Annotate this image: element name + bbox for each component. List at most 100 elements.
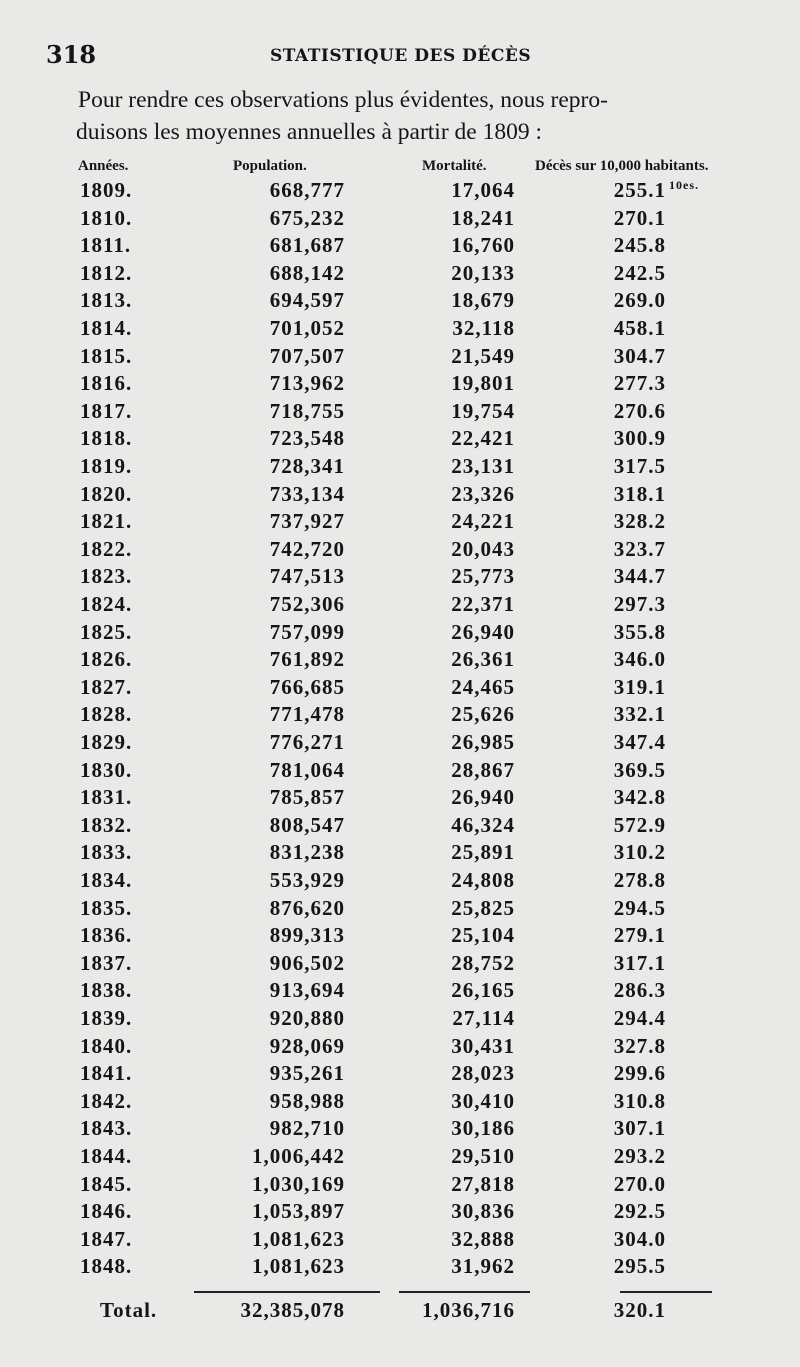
table-row: 1827. 766,685 24,465 319.1: [0, 675, 800, 702]
mortality-cell: 26,940: [451, 785, 515, 810]
table-row: 1832. 808,547 46,324 572.9: [0, 813, 800, 840]
total-rule: [620, 1291, 712, 1293]
paragraph-line: duisons les moyennes annuelles à partir …: [76, 119, 542, 145]
population-cell: 694,597: [269, 288, 345, 313]
mortality-cell: 24,221: [451, 509, 515, 534]
rate-cell: 323.7: [613, 536, 666, 561]
table-row: 1828. 771,478 25,626 332.1: [0, 702, 800, 729]
table-row: 1836. 899,313 25,104 279.1: [0, 923, 800, 950]
mortality-cell: 32,888: [451, 1226, 515, 1251]
population-cell: 935,261: [269, 1061, 345, 1086]
year-cell: 1843.: [80, 1116, 133, 1141]
year-cell: 1817.: [80, 398, 133, 423]
rate-cell: 270.1: [613, 205, 666, 230]
year-cell: 1822.: [80, 536, 133, 561]
population-cell: 553,929: [269, 868, 345, 892]
total-rule: [194, 1291, 380, 1293]
rate-cell: 277.3: [613, 371, 666, 396]
table-row: 1847. 1,081,623 32,888 304.0: [0, 1227, 800, 1254]
rate-cell: 294.4: [613, 1006, 666, 1030]
table-row: 1846. 1,053,897 30,836 292.5: [0, 1199, 800, 1226]
mortality-cell: 28,867: [451, 757, 515, 782]
table-row: 1837. 906,502 28,752 317.1: [0, 951, 800, 978]
population-cell: 982,710: [269, 1116, 345, 1141]
table-row: 1843. 982,710 30,186 307.1: [0, 1116, 800, 1143]
population-cell: 1,030,169: [252, 1171, 345, 1196]
rate-cell: 270.0: [613, 1171, 666, 1196]
year-cell: 1811.: [80, 233, 132, 258]
mortality-cell: 31,962: [451, 1254, 515, 1279]
year-cell: 1845.: [80, 1171, 133, 1196]
mortality-cell: 29,510: [451, 1144, 515, 1168]
year-cell: 1821.: [80, 509, 133, 534]
population-cell: 675,232: [269, 205, 345, 230]
table-row: 1848. 1,081,623 31,962 295.5: [0, 1254, 800, 1281]
table-row: 1834. 553,929 24,808 278.8: [0, 868, 800, 895]
table-row: 1821. 737,927 24,221 328.2: [0, 509, 800, 536]
rate-cell: 300.9: [613, 426, 666, 451]
population-cell: 1,081,623: [252, 1254, 345, 1279]
table-row: 1818. 723,548 22,421 300.9: [0, 426, 800, 453]
table-row: 1810. 675,232 18,241 270.1: [0, 206, 800, 233]
population-cell: 688,142: [269, 260, 345, 285]
population-cell: 876,620: [269, 895, 345, 920]
year-cell: 1819.: [80, 454, 133, 478]
rate-cell: 317.1: [613, 950, 666, 975]
total-row: Total. 32,385,078 1,036,716 320.1: [0, 1298, 800, 1326]
table-row: 1824. 752,306 22,371 297.3: [0, 592, 800, 619]
table-row: 1819. 728,341 23,131 317.5: [0, 454, 800, 481]
population-cell: 737,927: [269, 509, 345, 534]
rate-cell: 572.9: [613, 812, 666, 837]
rate-cell: 255.1: [613, 178, 666, 202]
mortality-cell: 20,133: [451, 260, 515, 285]
mortality-cell: 16,760: [451, 233, 515, 258]
rate-cell: 344.7: [613, 564, 666, 589]
mortality-cell: 21,549: [451, 343, 515, 368]
population-cell: 958,988: [269, 1088, 345, 1113]
rate-cell: 346.0: [613, 647, 666, 672]
rate-cell: 299.6: [613, 1061, 666, 1086]
population-cell: 785,857: [269, 785, 345, 810]
rate-cell: 328.2: [613, 509, 666, 534]
rate-cell: 317.5: [613, 454, 666, 478]
total-rate: 320.1: [613, 1298, 666, 1322]
mortality-cell: 26,361: [451, 647, 515, 672]
year-cell: 1842.: [80, 1088, 133, 1113]
table-row: 1831. 785,857 26,940 342.8: [0, 785, 800, 812]
mortality-cell: 24,808: [451, 868, 515, 892]
mortality-cell: 26,165: [451, 978, 515, 1003]
mortality-cell: 19,754: [451, 398, 515, 423]
table-row: 1841. 935,261 28,023 299.6: [0, 1061, 800, 1088]
table-row: 1812. 688,142 20,133 242.5: [0, 261, 800, 288]
population-cell: 1,053,897: [252, 1199, 345, 1224]
population-cell: 668,777: [269, 178, 345, 202]
year-cell: 1840.: [80, 1033, 133, 1058]
rate-cell: 327.8: [613, 1033, 666, 1058]
rate-cell: 286.3: [613, 978, 666, 1003]
rate-cell: 319.1: [613, 674, 666, 699]
mortality-cell: 25,891: [451, 840, 515, 865]
year-cell: 1825.: [80, 619, 133, 644]
mortality-cell: 30,410: [451, 1088, 515, 1113]
column-header-years: Années.: [78, 158, 129, 174]
rate-cell: 242.5: [613, 260, 666, 285]
rate-cell: 458.1: [613, 316, 666, 340]
year-cell: 1848.: [80, 1254, 133, 1279]
year-cell: 1838.: [80, 978, 133, 1003]
rate-cell: 318.1: [613, 481, 666, 506]
year-cell: 1828.: [80, 702, 133, 727]
mortality-cell: 30,836: [451, 1199, 515, 1224]
rate-cell: 310.8: [613, 1088, 666, 1113]
mortality-cell: 25,825: [451, 895, 515, 920]
year-cell: 1827.: [80, 674, 133, 699]
mortality-cell: 28,752: [451, 950, 515, 975]
rate-cell: 304.0: [613, 1226, 666, 1251]
year-cell: 1818.: [80, 426, 133, 451]
mortality-cell: 17,064: [451, 178, 515, 202]
table-row: 1833. 831,238 25,891 310.2: [0, 840, 800, 867]
rate-cell: 294.5: [613, 895, 666, 920]
rate-cell: 347.4: [613, 730, 666, 754]
table-row: 1820. 733,134 23,326 318.1: [0, 482, 800, 509]
rate-cell: 278.8: [613, 868, 666, 892]
population-cell: 913,694: [269, 978, 345, 1003]
